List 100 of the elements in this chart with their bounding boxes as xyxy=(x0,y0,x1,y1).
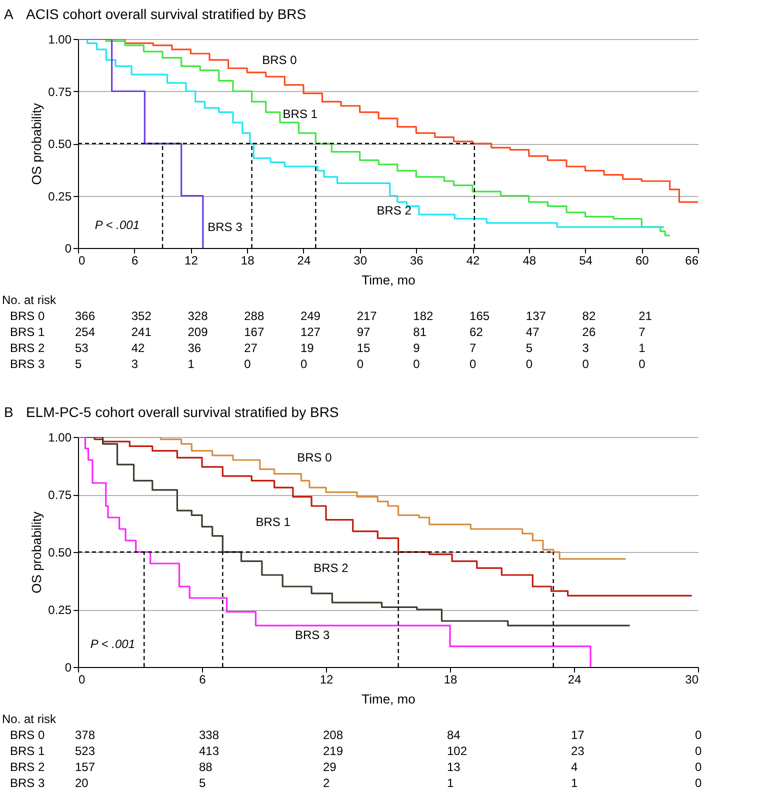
y-tick-label: 0.50 xyxy=(48,546,72,560)
y-tick-label: 0.50 xyxy=(48,137,72,151)
text: 0 xyxy=(638,357,646,371)
text: 15 xyxy=(356,341,370,355)
text: 27 xyxy=(244,341,258,355)
text: 20 xyxy=(75,776,89,790)
text: 219 xyxy=(323,744,344,758)
series-label: BRS 0 xyxy=(297,450,332,465)
text: 82 xyxy=(582,309,596,323)
text: 241 xyxy=(131,325,152,339)
text: 378 xyxy=(75,728,96,742)
x-tick-label: 18 xyxy=(444,672,458,686)
x-tick-label: 0 xyxy=(78,254,86,268)
x-tick-label: 12 xyxy=(184,254,198,268)
annotation: P < .001 xyxy=(90,637,135,651)
x-tick-label: 18 xyxy=(240,254,255,268)
text: 137 xyxy=(526,309,546,323)
text: No. at risk xyxy=(2,712,58,726)
y-axis-title: OS probability xyxy=(29,102,44,185)
text: 102 xyxy=(447,744,468,758)
x-axis-title: Time, mo xyxy=(362,692,416,706)
text: 1 xyxy=(447,776,454,790)
text: 127 xyxy=(300,325,321,339)
x-tick-label: 42 xyxy=(466,254,480,268)
y-axis-title: OS probability xyxy=(29,511,44,594)
text: 88 xyxy=(199,760,213,774)
text: 53 xyxy=(75,341,89,355)
text: 0 xyxy=(695,776,702,790)
text: 328 xyxy=(188,309,208,323)
text: BRS 0 xyxy=(10,309,46,323)
x-tick-label: 24 xyxy=(568,672,582,686)
text: 7 xyxy=(470,341,477,355)
text: BRS 1 xyxy=(10,744,46,758)
text: BRS 3 xyxy=(10,776,46,790)
y-tick-label: 0.25 xyxy=(48,603,72,617)
text: B xyxy=(4,404,14,420)
series-label: BRS 3 xyxy=(295,628,330,642)
series-label: BRS 2 xyxy=(314,561,349,576)
series-label: BRS 2 xyxy=(376,203,412,218)
text: 0 xyxy=(582,357,590,371)
text: 0 xyxy=(695,760,702,774)
text: 288 xyxy=(244,309,264,323)
text: BRS 0 xyxy=(10,728,46,742)
y-tick-label: 0 xyxy=(64,660,72,674)
text: 17 xyxy=(571,728,585,742)
x-tick-label: 36 xyxy=(410,254,424,268)
text: 4 xyxy=(571,760,578,774)
text: 352 xyxy=(131,309,152,323)
x-tick-label: 54 xyxy=(579,254,593,268)
text: 13 xyxy=(447,760,461,774)
y-tick-label: 0.75 xyxy=(48,488,72,502)
chart-title: ACIS cohort overall survival stratified by BRS xyxy=(26,6,306,22)
text: 366 xyxy=(75,309,96,323)
text: 5 xyxy=(199,776,206,790)
text: 1 xyxy=(638,341,646,355)
text: 7 xyxy=(638,325,646,339)
text: 182 xyxy=(413,309,434,323)
text: 5 xyxy=(526,341,533,355)
series-label: BRS 0 xyxy=(262,52,298,67)
text: 3 xyxy=(582,341,590,355)
text: 0 xyxy=(695,744,702,758)
text: 9 xyxy=(413,341,420,355)
x-tick-label: 30 xyxy=(685,672,699,686)
text: 1 xyxy=(188,357,195,371)
x-tick-label: 12 xyxy=(320,672,334,686)
text: 2 xyxy=(323,776,330,790)
text: No. at risk xyxy=(2,293,58,307)
x-tick-label: 24 xyxy=(297,254,311,268)
y-tick-label: 1.00 xyxy=(48,430,72,444)
text: 19 xyxy=(300,341,314,355)
x-tick-label: 66 xyxy=(685,254,699,268)
text: 217 xyxy=(356,309,378,323)
x-tick-label: 30 xyxy=(354,254,368,268)
text: 0 xyxy=(470,357,477,371)
text: 26 xyxy=(582,325,596,339)
text: 1 xyxy=(571,776,578,790)
text: A xyxy=(4,6,14,22)
text: 62 xyxy=(470,325,484,339)
series-label: BRS 1 xyxy=(256,515,291,530)
y-tick-label: 1.00 xyxy=(48,32,72,46)
text: 0 xyxy=(300,357,308,371)
x-tick-label: 6 xyxy=(199,672,206,686)
text: 23 xyxy=(571,744,585,758)
text: 84 xyxy=(447,728,461,742)
series-label: BRS 1 xyxy=(282,107,318,122)
text: 42 xyxy=(131,341,146,355)
text: 0 xyxy=(413,357,420,371)
x-tick-label: 48 xyxy=(522,254,536,268)
text: 208 xyxy=(323,728,344,742)
text: 97 xyxy=(356,325,370,339)
chart-title: ELM-PC-5 cohort overall survival stratified by BRS xyxy=(26,404,339,420)
text: BRS 3 xyxy=(10,357,46,371)
text: 3 xyxy=(131,357,138,371)
series-label: BRS 3 xyxy=(208,220,243,234)
text: 0 xyxy=(356,357,364,371)
text: BRS 2 xyxy=(10,760,46,774)
text: 47 xyxy=(526,325,540,339)
text: 0 xyxy=(244,357,252,371)
text: 0 xyxy=(526,357,533,371)
text: BRS 2 xyxy=(10,341,46,355)
